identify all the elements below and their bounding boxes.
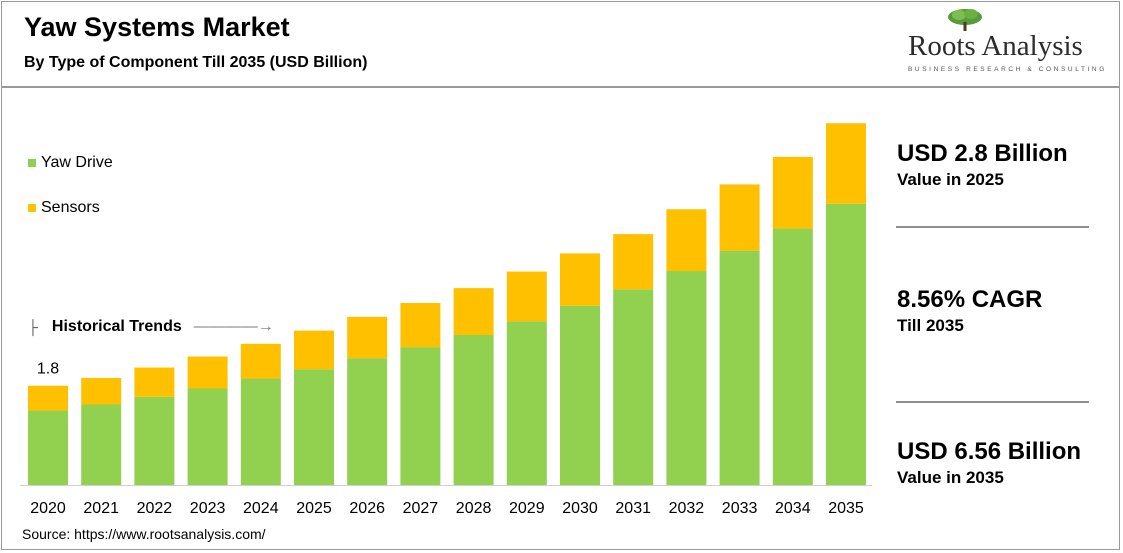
legend-item-sensors: Sensors	[28, 199, 100, 217]
bar-yaw-drive-2033	[719, 250, 760, 485]
bar-yaw-drive-2022	[134, 396, 175, 485]
bar-sensors-2021	[81, 378, 122, 405]
data-label-2020: 1.8	[37, 361, 59, 378]
kpi-2025: USD 2.8 Billion Value in 2025	[897, 140, 1068, 190]
bar-yaw-drive-2028	[453, 335, 494, 485]
brand-logo: Roots Analysis BUSINESS RESEARCH & CONSU…	[902, 8, 1112, 78]
x-tick-label: 2035	[828, 500, 864, 517]
bar-sensors-2029	[506, 271, 547, 322]
bar-yaw-drive-2034	[772, 228, 813, 486]
bar-yaw-drive-2023	[187, 388, 228, 485]
bar-sensors-2020	[28, 385, 68, 411]
kpi-2035: USD 6.56 Billion Value in 2035	[897, 438, 1081, 488]
legend-swatch-yaw-drive	[28, 159, 36, 167]
legend-item-yaw-drive: Yaw Drive	[28, 154, 113, 172]
kpi-value: USD 2.8 Billion	[897, 140, 1068, 167]
x-tick-label: 2029	[509, 500, 545, 517]
bar-yaw-drive-2024	[240, 378, 281, 485]
x-tick-label: 2031	[615, 500, 651, 517]
x-tick-label: 2028	[456, 500, 492, 517]
brand-tagline: BUSINESS RESEARCH & CONSULTING	[908, 66, 1107, 73]
bar-sensors-2030	[560, 253, 600, 306]
x-tick-label: 2027	[403, 500, 439, 517]
historical-trends-label: Historical Trends	[51, 318, 182, 335]
legend-swatch-sensors	[28, 204, 36, 212]
x-tick-label: 2023	[190, 500, 226, 517]
bar-sensors-2028	[453, 288, 494, 335]
bar-yaw-drive-2032	[666, 271, 707, 485]
x-tick-label: 2022	[137, 500, 173, 517]
kpi-value: USD 6.56 Billion	[897, 438, 1082, 465]
historical-marker-icon: ├	[28, 319, 38, 335]
chart-title: Yaw Systems Market	[24, 12, 290, 42]
bar-yaw-drive-2020	[28, 410, 68, 485]
bar-yaw-drive-2026	[347, 358, 388, 485]
x-tick-label: 2025	[296, 500, 332, 517]
bar-yaw-drive-2027	[400, 347, 441, 485]
bar-sensors-2032	[666, 209, 707, 272]
kpi-label: Till 2035	[897, 316, 964, 335]
x-tick-label: 2024	[243, 500, 279, 517]
brand-name: Roots Analysis	[908, 30, 1083, 62]
x-tick-label: 2034	[775, 500, 811, 517]
kpi-value: 8.56% CAGR	[897, 286, 1043, 313]
bar-sensors-2026	[347, 316, 388, 359]
tree-icon	[948, 9, 982, 31]
source-note: Source: https://www.rootsanalysis.com/	[22, 526, 266, 542]
arrow-right-icon: ――――→	[193, 318, 274, 335]
bar-sensors-2034	[772, 156, 813, 229]
bar-sensors-2023	[187, 356, 228, 389]
bar-yaw-drive-2030	[560, 305, 600, 485]
bar-yaw-drive-2029	[506, 321, 547, 485]
x-tick-label: 2030	[562, 500, 598, 517]
legend-label-yaw-drive: Yaw Drive	[41, 154, 113, 171]
bar-sensors-2024	[240, 343, 281, 379]
bar-yaw-drive-2031	[613, 289, 654, 485]
x-tick-label: 2026	[349, 500, 385, 517]
bar-yaw-drive-2035	[826, 203, 866, 485]
chart-subtitle: By Type of Component Till 2035 (USD Bill…	[24, 54, 368, 71]
x-tick-label: 2020	[30, 500, 66, 517]
kpi-divider	[896, 401, 1089, 403]
bar-sensors-2027	[400, 303, 441, 348]
kpi-label: Value in 2025	[897, 170, 1004, 189]
x-tick-label: 2032	[669, 500, 705, 517]
bar-yaw-drive-2021	[81, 404, 122, 485]
kpi-divider	[896, 226, 1089, 228]
header: Yaw Systems Market By Type of Component …	[2, 2, 1119, 88]
kpi-cagr: 8.56% CAGR Till 2035	[897, 286, 1042, 336]
bar-sensors-2035	[826, 123, 866, 204]
bar-sensors-2025	[294, 330, 334, 370]
legend-label-sensors: Sensors	[41, 199, 100, 216]
bar-yaw-drive-2025	[294, 369, 334, 485]
bar-sensors-2031	[613, 234, 654, 290]
kpi-label: Value in 2035	[897, 468, 1004, 487]
x-tick-label: 2033	[722, 500, 758, 517]
bar-sensors-2033	[719, 184, 760, 251]
bar-sensors-2022	[134, 367, 175, 397]
historical-trends-annotation: ├ Historical Trends ――――→	[28, 318, 274, 336]
x-tick-label: 2021	[83, 500, 119, 517]
